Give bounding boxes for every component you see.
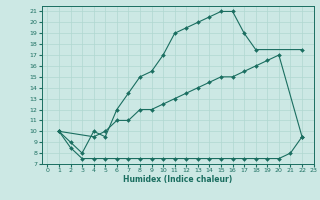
X-axis label: Humidex (Indice chaleur): Humidex (Indice chaleur) [123, 175, 232, 184]
